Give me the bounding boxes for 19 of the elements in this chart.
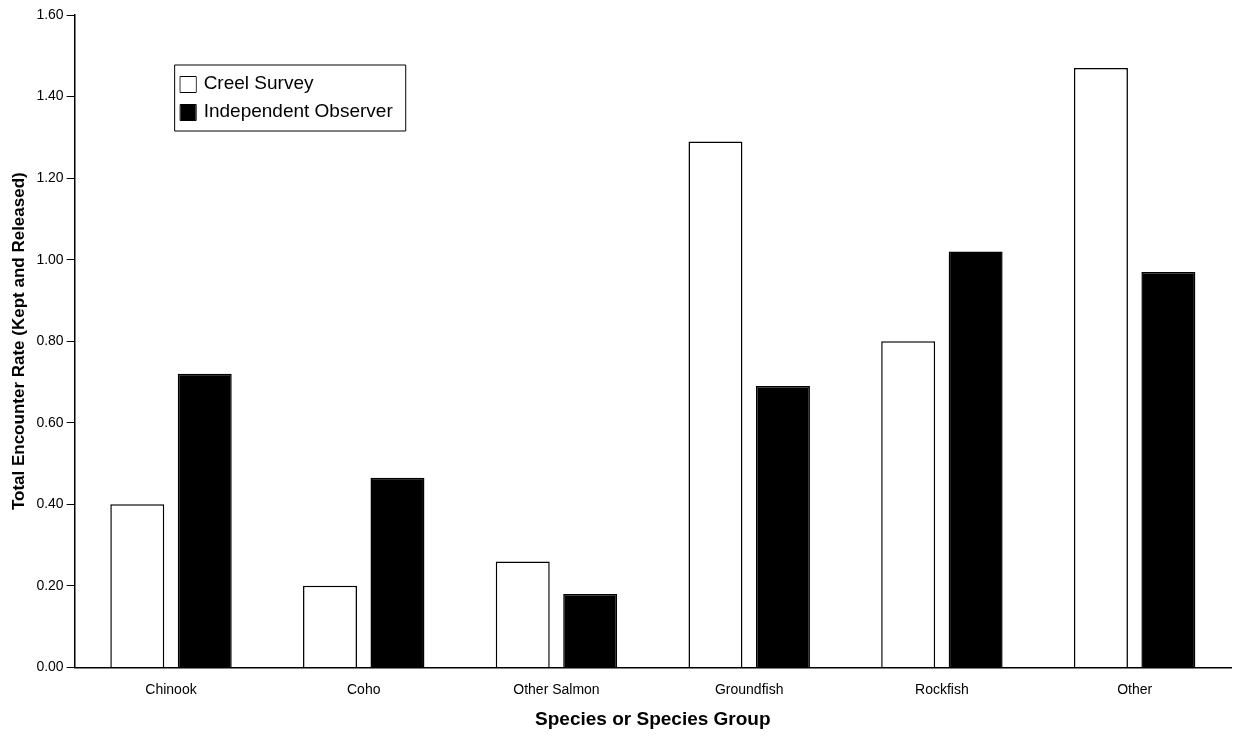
x-tick-label: Rockfish: [915, 680, 969, 697]
x-axis-title: Species or Species Group: [535, 707, 771, 729]
x-tick-label: Other: [1117, 680, 1153, 697]
y-tick-label: 1.20: [36, 168, 64, 185]
y-tick-label: 0.40: [36, 495, 64, 512]
y-tick-label: 0.00: [36, 658, 64, 675]
legend-label: Independent Observer: [203, 100, 394, 122]
y-tick-label: 0.60: [36, 413, 64, 430]
x-tick-label: Groundfish: [714, 680, 784, 697]
x-tick-label: Other Salmon: [513, 680, 600, 697]
y-tick-label: 0.20: [36, 576, 64, 593]
y-tick-label: 1.40: [36, 87, 64, 104]
x-tick-label: Coho: [347, 680, 381, 697]
y-tick-label: 1.60: [36, 5, 64, 22]
y-tick-label: 0.80: [36, 332, 64, 349]
y-axis-title: Total Encounter Rate (Kept and Released): [8, 172, 28, 511]
legend-label: Creel Survey: [203, 72, 314, 94]
y-tick-label: 1.00: [36, 250, 64, 267]
x-tick-label: Chinook: [145, 680, 198, 697]
